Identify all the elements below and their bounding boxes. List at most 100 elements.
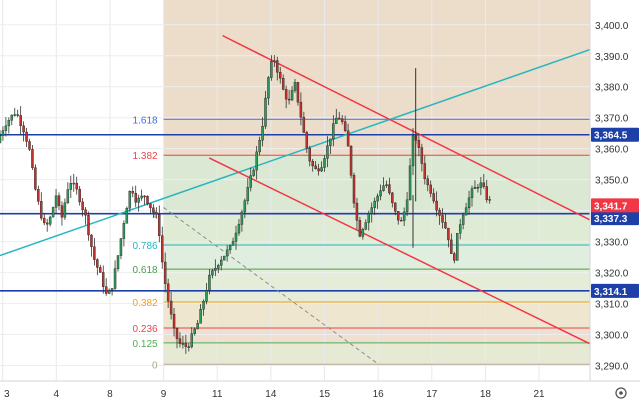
candle-body xyxy=(60,205,64,218)
candle-body xyxy=(476,187,480,189)
candle-body xyxy=(429,184,432,194)
candle-body xyxy=(435,200,438,211)
trendline-rising-cyan[interactable] xyxy=(0,48,591,257)
candle-body xyxy=(211,270,214,276)
candle-body xyxy=(444,222,447,229)
candle-body xyxy=(75,182,78,190)
candle-body xyxy=(482,182,486,187)
fib-zone-band xyxy=(163,328,590,343)
trendlines[interactable] xyxy=(0,34,591,365)
candle-body xyxy=(140,195,143,199)
candle-body xyxy=(450,239,453,254)
time-tick-label: 3 xyxy=(4,389,10,400)
fib-label: 0.786 xyxy=(133,241,158,252)
candle-body xyxy=(367,213,370,223)
price-tag-middle[interactable] xyxy=(591,211,639,226)
price-tick-label: 3,290.0 xyxy=(595,362,629,373)
price-tag-current[interactable] xyxy=(591,198,639,213)
fib-label: 0.382 xyxy=(133,298,158,309)
candle-body xyxy=(69,183,73,190)
candle-body xyxy=(355,202,359,221)
candle-body xyxy=(13,114,16,116)
candle-body xyxy=(169,300,173,315)
price-tag-upper[interactable] xyxy=(591,127,639,142)
candle-body xyxy=(370,207,373,214)
price-tick-label: 3,390.0 xyxy=(595,52,629,63)
time-tick-label: 15 xyxy=(319,389,331,400)
candle-body xyxy=(87,215,90,236)
candle-body xyxy=(172,313,176,329)
time-tick-label: 16 xyxy=(373,389,385,400)
candle-body xyxy=(125,207,129,224)
candle-body xyxy=(234,232,238,242)
candle-body xyxy=(405,199,409,213)
horizontal-lines[interactable] xyxy=(0,133,590,292)
candle-body xyxy=(399,219,403,222)
candle-body xyxy=(305,132,309,149)
candle-body xyxy=(128,191,132,209)
time-tick-label: 9 xyxy=(161,389,167,400)
candle-body xyxy=(252,169,255,176)
candle-body xyxy=(99,267,102,273)
candle-body xyxy=(228,245,232,251)
trendline-lower-red[interactable] xyxy=(208,157,591,345)
candle-body xyxy=(193,328,196,334)
price-tick-label: 3,370.0 xyxy=(595,114,629,125)
candle-body xyxy=(181,343,185,345)
candle-body xyxy=(299,101,303,118)
candle-body xyxy=(48,216,52,225)
settings-gear-icon[interactable] xyxy=(615,387,627,399)
candle-body xyxy=(28,141,31,150)
candle-body xyxy=(352,174,356,204)
candle-body xyxy=(255,151,258,171)
candle-body xyxy=(338,117,341,120)
candle-body xyxy=(7,119,11,127)
candle-body xyxy=(281,78,285,90)
candle-body xyxy=(488,199,491,201)
candles xyxy=(0,55,491,354)
candle-body xyxy=(45,222,49,225)
price-tag-lower-label: 3,314.1 xyxy=(594,287,628,298)
candle-body xyxy=(246,187,250,201)
candle-body xyxy=(373,200,376,208)
fib-zone-band xyxy=(163,0,590,120)
candle-body xyxy=(453,253,456,261)
time-axis[interactable]: 3 4 8 9 11 14 15 16 17 18 21 xyxy=(0,380,640,405)
candle-body xyxy=(346,130,350,147)
candle-body xyxy=(166,283,170,302)
candle-body xyxy=(110,288,114,291)
candle-body xyxy=(243,200,247,213)
candle-body xyxy=(467,197,471,209)
candle-body xyxy=(143,195,146,198)
fib-zone-band xyxy=(163,269,590,303)
fib-zone-band xyxy=(163,342,590,365)
candle-body xyxy=(40,201,43,219)
candle-body xyxy=(426,178,429,186)
candle-body xyxy=(320,167,323,172)
candle-body xyxy=(264,97,267,127)
candle-body xyxy=(317,168,320,172)
candle-body xyxy=(456,233,459,261)
candle-body xyxy=(438,209,441,216)
candle-body xyxy=(273,60,276,62)
candle-body xyxy=(10,114,14,121)
time-tick-label: 14 xyxy=(265,389,277,400)
time-tick-label: 4 xyxy=(54,389,60,400)
candle-body xyxy=(329,138,332,146)
candle-body xyxy=(420,147,424,164)
fib-label: 0 xyxy=(152,360,158,371)
price-tick-label: 3,320.0 xyxy=(595,269,629,280)
candle-body xyxy=(240,211,244,225)
candle-body xyxy=(146,195,149,204)
price-tag-middle-label: 3,337.3 xyxy=(594,214,628,225)
candle-body xyxy=(284,89,288,100)
candle-body xyxy=(302,117,306,133)
price-axis[interactable]: 3,290.03,300.03,310.03,320.03,330.03,340… xyxy=(589,0,640,405)
trendline-dashed-gray[interactable] xyxy=(163,207,379,365)
trendline-upper-red[interactable] xyxy=(222,34,591,221)
price-tick-label: 3,350.0 xyxy=(595,176,629,187)
price-tag-lower[interactable] xyxy=(591,283,639,298)
